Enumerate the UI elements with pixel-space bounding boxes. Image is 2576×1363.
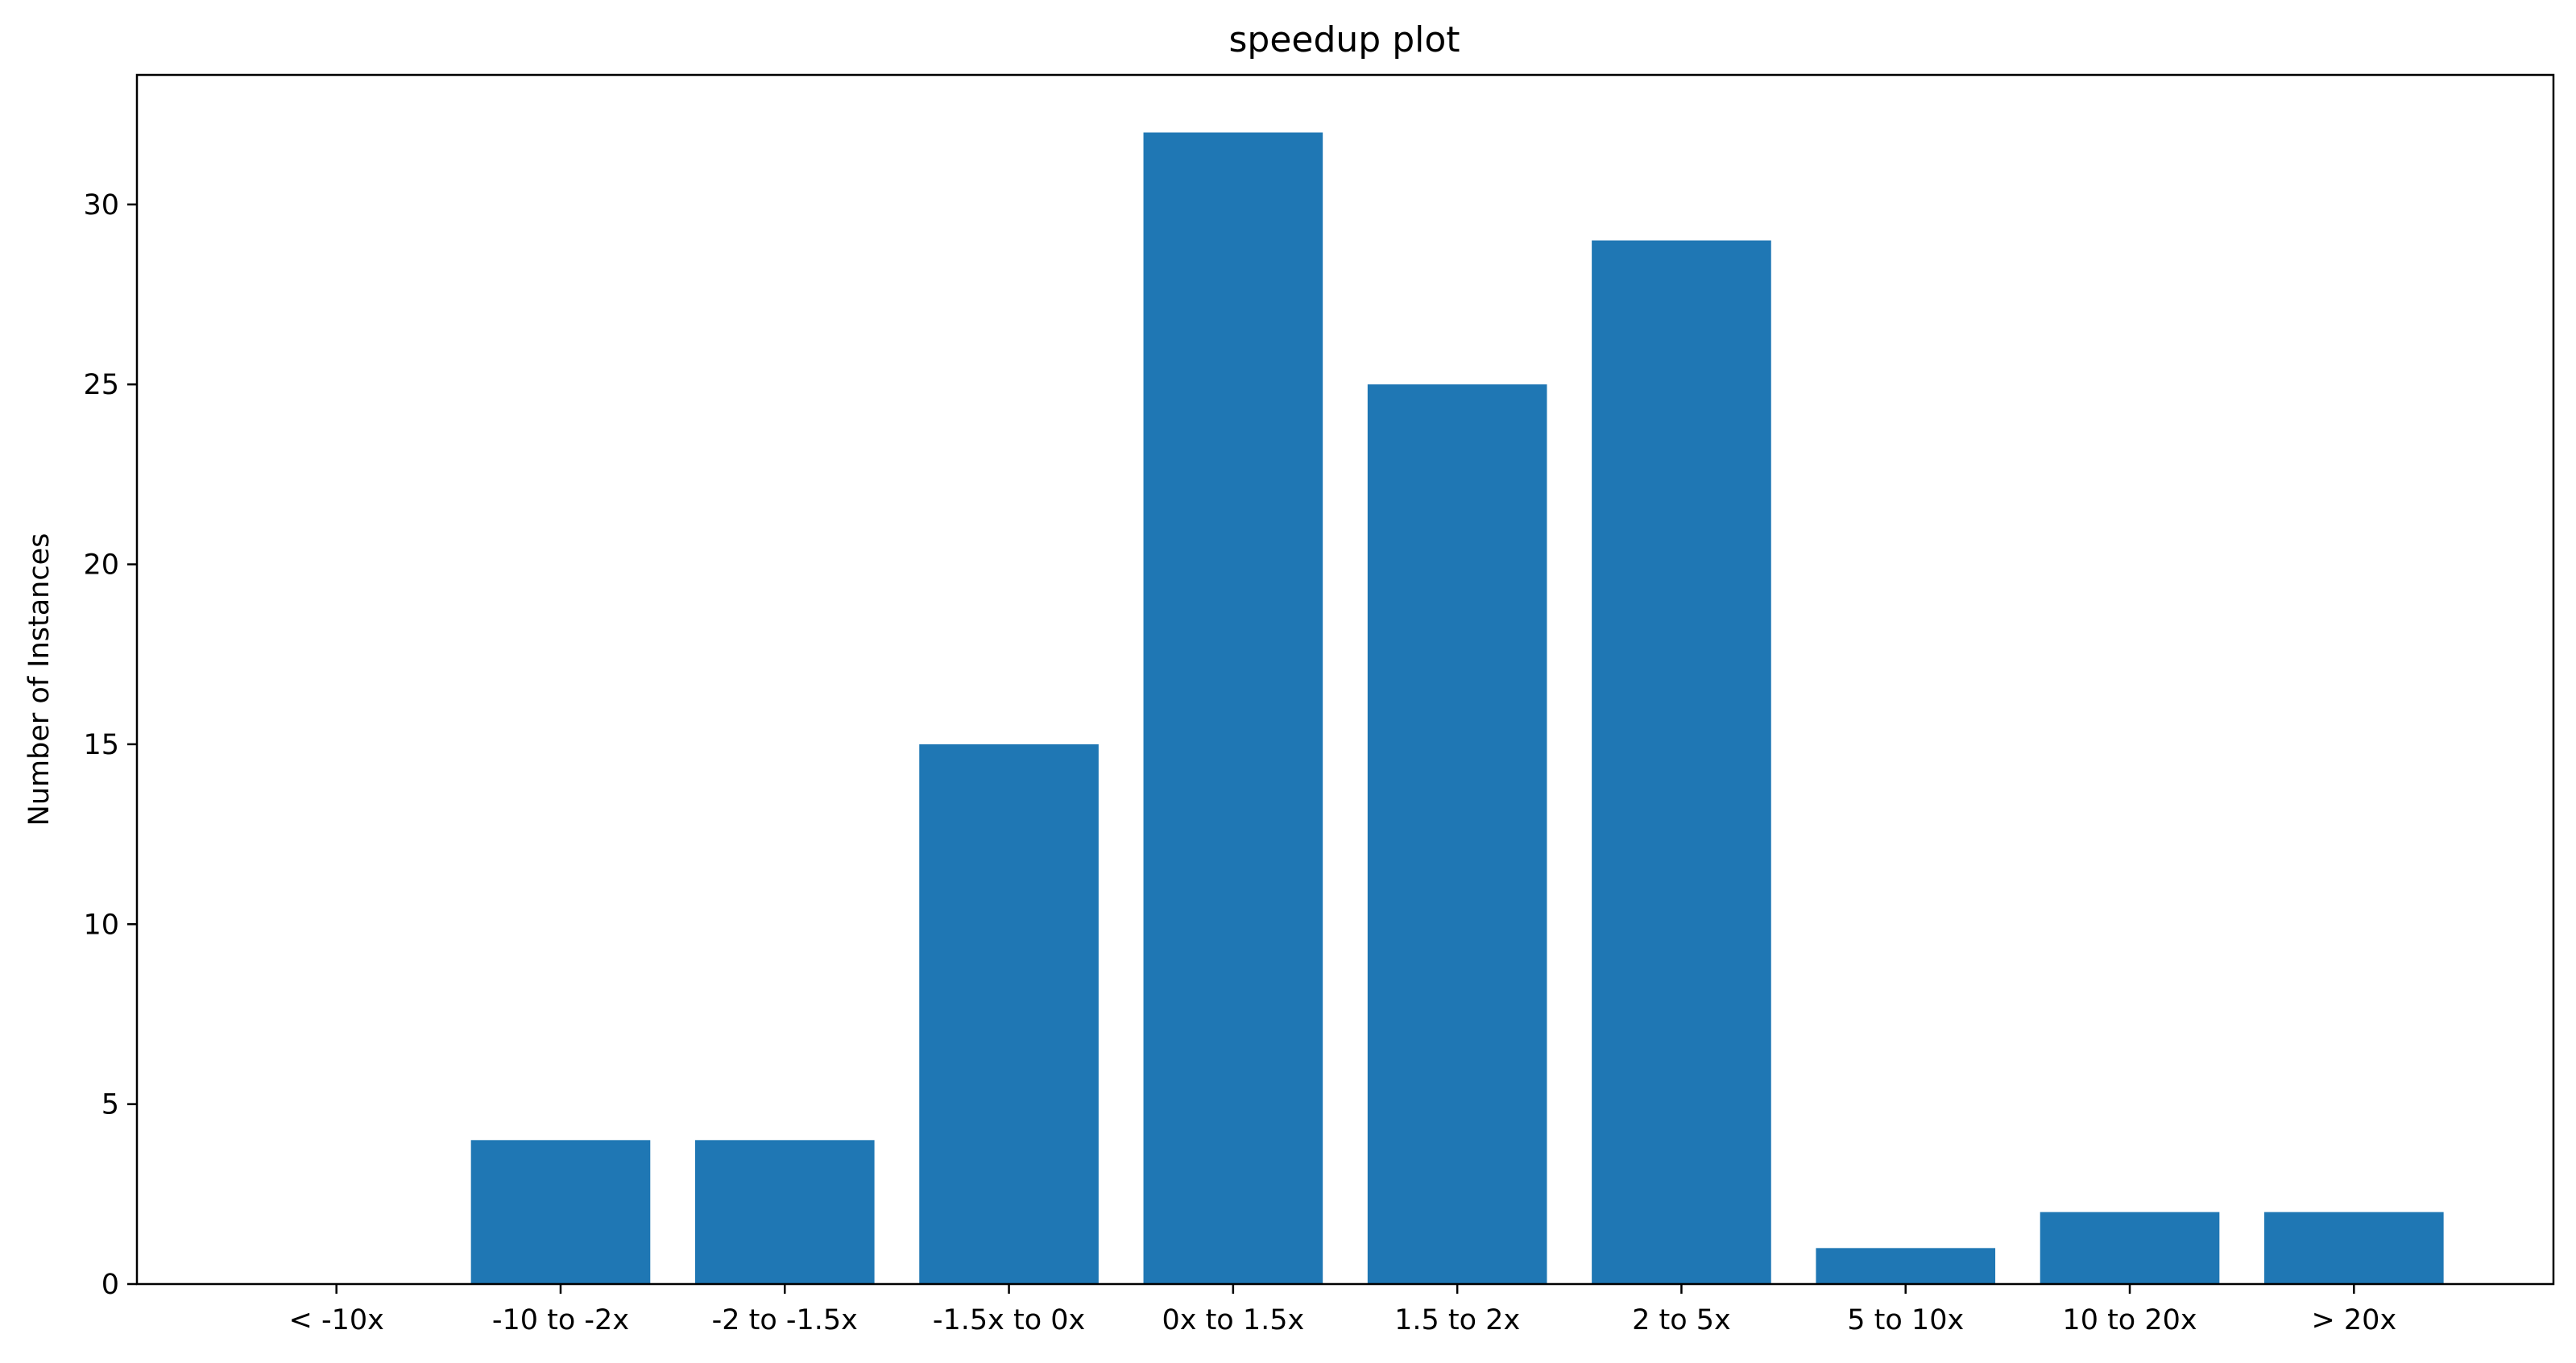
y-tick-label-10: 10: [83, 909, 119, 941]
x-tick-label-0: < -10x: [289, 1304, 384, 1336]
bar-3: [919, 744, 1099, 1284]
y-axis-label: Number of Instances: [23, 533, 56, 826]
x-tick-label-7: 5 to 10x: [1847, 1304, 1964, 1336]
bar-9: [2264, 1212, 2444, 1284]
y-tick-label-30: 30: [83, 189, 119, 222]
bar-1: [470, 1140, 651, 1284]
x-tick-label-6: 2 to 5x: [1632, 1304, 1731, 1336]
x-tick-label-1: -10 to -2x: [492, 1304, 629, 1336]
x-tick-label-9: > 20x: [2311, 1304, 2396, 1336]
x-tick-label-4: 0x to 1.5x: [1162, 1304, 1304, 1336]
bar-6: [1592, 240, 1771, 1285]
bars-group: [470, 132, 2444, 1285]
bar-2: [694, 1140, 875, 1284]
chart-title: speedup plot: [1228, 19, 1460, 60]
bar-4: [1143, 132, 1323, 1284]
x-tick-label-8: 10 to 20x: [2062, 1304, 2197, 1336]
x-tick-label-3: -1.5x to 0x: [933, 1304, 1085, 1336]
bar-7: [1816, 1248, 1996, 1284]
y-tick-label-15: 15: [83, 729, 119, 761]
y-tick-label-0: 0: [101, 1269, 119, 1301]
x-tick-label-5: 1.5 to 2x: [1394, 1304, 1520, 1336]
y-axis: 0 5 10 15 20 25 30: [83, 189, 137, 1301]
x-tick-label-2: -2 to -1.5x: [712, 1304, 858, 1336]
y-tick-label-25: 25: [83, 369, 119, 401]
y-tick-label-20: 20: [83, 549, 119, 582]
plot-frame: [135, 73, 2555, 1286]
bar-8: [2040, 1212, 2220, 1284]
bar-5: [1367, 384, 1547, 1284]
x-axis: < -10x -10 to -2x -2 to -1.5x -1.5x to 0x 0x…: [289, 1284, 2396, 1336]
y-tick-label-5: 5: [101, 1089, 119, 1121]
